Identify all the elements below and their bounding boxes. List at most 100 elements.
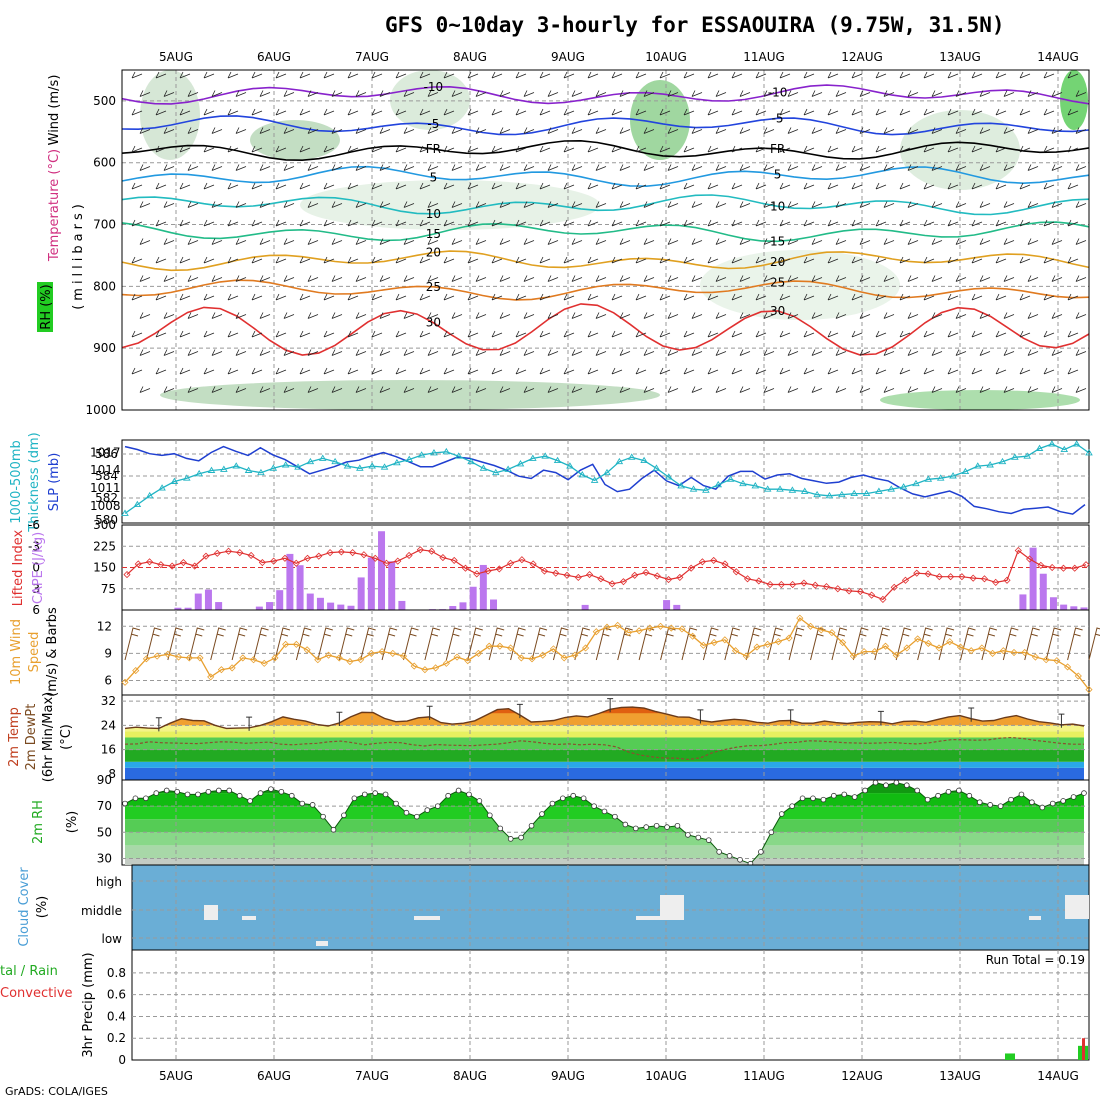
chart-title: GFS 0~10day 3-hourly for ESSAOUIRA (9.75… (385, 13, 1005, 37)
wind-barb (1051, 238, 1063, 245)
wind-barb (475, 238, 487, 245)
wind-barb (403, 312, 415, 319)
wind10m-barb (959, 627, 976, 661)
rh-marker (528, 822, 535, 829)
wind-barb (227, 182, 239, 190)
wind10m-marker (217, 666, 225, 674)
wind-barb (419, 256, 431, 264)
wind-barb (347, 330, 359, 338)
wind-barb (611, 256, 623, 264)
wind-barb (299, 219, 311, 227)
lifted-marker (349, 549, 357, 557)
upper-y-tick: 1000 (85, 403, 116, 417)
wind-barb (1003, 164, 1015, 171)
wind-barb (859, 164, 871, 171)
wind-tick: 12 (97, 619, 112, 633)
wind-barb (755, 330, 767, 338)
temp-tick: 8 (108, 767, 116, 781)
wind-barb (731, 182, 743, 190)
wind-barb (979, 386, 991, 393)
wind-barb (379, 201, 391, 208)
wind10m-marker (924, 639, 932, 648)
lifted-marker (337, 548, 345, 556)
wind-barb (355, 275, 367, 282)
wind10m-barb (788, 627, 805, 661)
rh-marker (153, 790, 160, 796)
thickness-marker (887, 485, 896, 492)
wind10m-marker (603, 623, 611, 631)
lifted-marker (822, 583, 831, 591)
wind-barb (187, 238, 199, 245)
wind-barb (571, 164, 583, 171)
thickness-marker (183, 474, 191, 481)
rh-marker (247, 798, 253, 804)
wind-barb (323, 108, 335, 116)
wind-barb (827, 219, 839, 227)
wind-barb (347, 108, 359, 116)
isotherm-label: 15 (426, 227, 441, 241)
wind10m-marker (667, 624, 675, 632)
thickness-marker (1023, 452, 1032, 459)
wind10m-barb (1067, 627, 1083, 661)
wind-barb (275, 108, 287, 116)
wind-barb (299, 108, 311, 116)
wind-barb (475, 386, 487, 393)
wind-barb (571, 127, 583, 134)
wind10m-marker (517, 654, 525, 662)
top-date-label: 9AUG (551, 50, 585, 64)
wind-barb (1051, 349, 1063, 356)
wind-barb (731, 330, 743, 338)
slp-tick: 1017 (90, 445, 121, 459)
thickness-marker (380, 463, 389, 470)
wind-barb (403, 127, 415, 134)
rh-marker (591, 803, 597, 809)
rh-marker (497, 825, 504, 832)
wind-barb (323, 182, 335, 190)
rh-marker (1060, 798, 1066, 804)
wind10m-marker (507, 644, 515, 652)
rh-marker (976, 799, 983, 806)
wind-barb (299, 145, 311, 153)
wind-barb (139, 201, 151, 208)
wind-barb (1019, 145, 1031, 153)
lifted-marker (1048, 563, 1056, 572)
wind-barb (299, 367, 311, 375)
wind-barb (259, 386, 271, 393)
bottom-date-label: 11AUG (743, 1069, 785, 1083)
wind-barb (155, 367, 167, 375)
wind10m-marker (1010, 648, 1018, 657)
cloud-patch (1029, 916, 1041, 920)
wind-barb (803, 367, 815, 375)
wind-barb (683, 256, 695, 264)
wind10m-marker (464, 657, 472, 665)
wind-barb (211, 127, 223, 134)
lifted-marker (416, 546, 424, 554)
temp-minmax-bar (426, 705, 433, 720)
wind-barb (499, 90, 511, 97)
wind-barb (515, 293, 527, 301)
wind-barb (659, 367, 671, 375)
cape-bar (215, 602, 223, 610)
wind-barb (371, 145, 383, 153)
cape-bar (286, 553, 294, 610)
thickness-marker (702, 486, 710, 493)
wind-barb (307, 275, 319, 282)
rh-marker (434, 803, 441, 809)
cloud-patch (204, 905, 218, 920)
temp-band (125, 737, 1084, 750)
wind-barb (307, 201, 319, 208)
rh-marker (1049, 800, 1056, 807)
wind-barb (475, 275, 487, 282)
wind-barb (211, 386, 223, 393)
wind-barb (259, 312, 271, 319)
thickness-marker (479, 464, 488, 471)
lifted-marker (213, 549, 221, 557)
lifted-marker (901, 576, 910, 584)
rh-marker (351, 795, 358, 802)
lifted-marker (1037, 561, 1045, 569)
cape-bar (1029, 547, 1037, 610)
lifted-marker (664, 575, 673, 584)
wind-barb (707, 330, 719, 338)
wind-barb (491, 293, 503, 301)
wind10m-barb (167, 627, 183, 661)
